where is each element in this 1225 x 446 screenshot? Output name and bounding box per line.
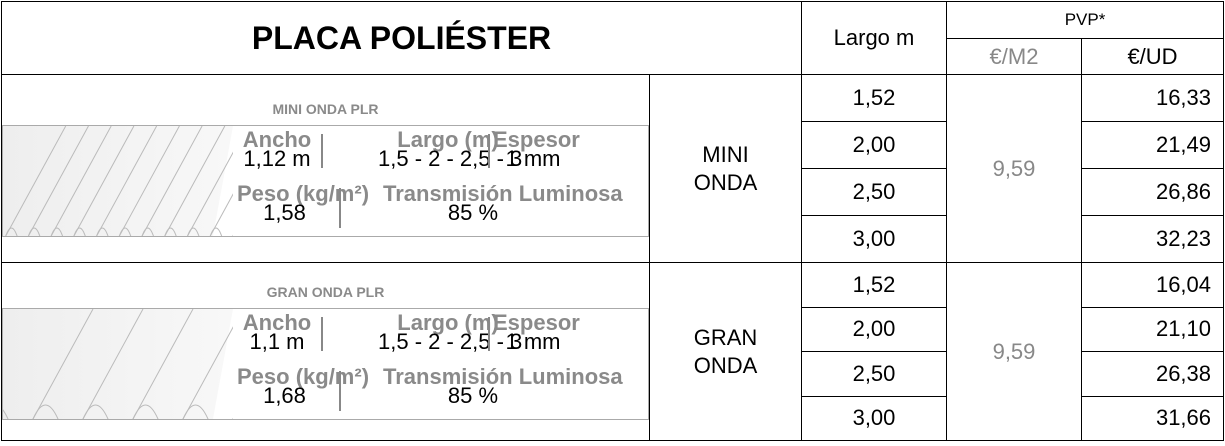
divider — [488, 133, 490, 168]
largo: 2,00 — [801, 121, 947, 169]
table-row: MINI ONDA PLR Ancho 1,12 m Largo (m) 1,5 - … — [1, 74, 1225, 263]
spec-label: Transmisión Luminosa — [383, 180, 623, 206]
ud-header: €/UD — [1080, 38, 1225, 75]
divider — [321, 316, 323, 351]
table-row: 3,00 32,23 — [2, 215, 1225, 263]
price-ud: 26,38 — [1080, 351, 1225, 397]
card-title: MINI ONDA PLR — [272, 100, 379, 117]
spec: Ancho 1,12 m — [237, 126, 317, 171]
spec-value: 1,5 - 2 - 2,5 - 3 — [378, 328, 523, 354]
price-m2: 9,59 — [946, 74, 1082, 263]
spec-value: 1,1 m — [249, 328, 305, 354]
product-image-cell: GRAN ONDA PLR Ancho 1,1 m Largo (m) 1,5 - 2… — [1, 262, 650, 441]
pvp-header: PVP* — [945, 1, 1225, 39]
card-title: GRAN ONDA PLR — [266, 283, 385, 300]
product-name-cell: GRAN ONDA — [649, 262, 802, 441]
m2-header: €/M2 — [946, 38, 1082, 75]
price-ud: 31,66 — [1080, 395, 1225, 441]
sheet-illustration — [3, 308, 233, 419]
product-name-cell: MINI ONDA — [649, 74, 802, 263]
largo: 3,00 — [801, 215, 947, 263]
largo: 2,50 — [801, 168, 947, 216]
spec: Peso (kg/m²) 1,58 — [237, 182, 369, 225]
sheet-illustration — [3, 125, 233, 236]
card-box: Ancho 1,1 m Largo (m) 1,5 - 2 - 2,5 - 3 Espe… — [2, 307, 649, 420]
product-name: GRAN ONDA — [693, 324, 758, 378]
price-ud: 21,49 — [1080, 121, 1225, 169]
spec-value: 1,58 — [263, 199, 306, 225]
spec: Largo (m) 1,5 - 2 - 2,5 - 3 — [378, 126, 522, 169]
table-row: 2,00 21,49 — [2, 121, 1225, 169]
spec-value: 1 mm — [505, 328, 561, 354]
spec-label: Ancho — [242, 309, 312, 335]
largo: 1,52 — [801, 262, 947, 308]
spec-value: 1,68 — [263, 382, 306, 408]
spec-value: 1,12 m — [243, 145, 311, 171]
spec-label: Largo (m) — [397, 126, 499, 152]
spec: Largo (m) 1,5 - 2 - 2,5 - 3 — [378, 309, 522, 352]
largo: 2,00 — [801, 306, 947, 352]
spec-label: Espesor — [493, 126, 580, 152]
spec-label: Ancho — [242, 126, 312, 152]
largo: 1,52 — [801, 74, 947, 122]
spec-value: 1,5 - 2 - 2,5 - 3 — [378, 145, 523, 171]
spec-label: Largo (m) — [397, 309, 499, 335]
spec-label: Peso (kg/m²) — [237, 180, 370, 206]
table-row: 2,50 26,86 — [2, 168, 1225, 216]
divider — [339, 370, 341, 411]
spec: Espesor 1 mm — [493, 128, 580, 171]
spec-value: 85 % — [447, 199, 499, 225]
spec: Transmisión Luminosa 85 % — [383, 365, 623, 408]
table-title: PLACA POLIÉSTER — [1, 1, 802, 75]
table-row: GRAN ONDA PLR Ancho 1,1 m Largo (m) 1,5 - 2… — [1, 262, 1225, 441]
divider — [321, 133, 323, 168]
card-box: Ancho 1,12 m Largo (m) 1,5 - 2 - 2,5 - 3 Esp… — [2, 124, 649, 237]
table-body: MINI ONDA PLR Ancho 1,12 m Largo (m) 1,5 - … — [1, 74, 1225, 441]
largo: 2,50 — [801, 351, 947, 397]
spec: Ancho 1,1 m — [237, 309, 317, 354]
price-ud: 16,33 — [1080, 74, 1225, 122]
product-name: MINI ONDA — [693, 141, 758, 195]
spec: Transmisión Luminosa 85 % — [383, 182, 623, 225]
product-image-cell: MINI ONDA PLR Ancho 1,12 m Largo (m) 1,5 - … — [1, 74, 650, 263]
spec-value: 85 % — [447, 382, 499, 408]
spec: Peso (kg/m²) 1,68 — [237, 365, 369, 408]
price-ud: 16,04 — [1080, 262, 1225, 308]
table-row: 2,00 21,10 — [2, 306, 1225, 352]
spec: Espesor 1 mm — [493, 311, 580, 354]
price-ud: 32,23 — [1080, 215, 1225, 263]
table-row: 2,50 26,38 — [2, 351, 1225, 397]
price-ud: 21,10 — [1080, 306, 1225, 352]
largo-header: Largo m — [801, 1, 947, 75]
spec-label: Transmisión Luminosa — [383, 363, 623, 389]
spec-label: Peso (kg/m²) — [237, 363, 370, 389]
product-card: GRAN ONDA PLR Ancho 1,1 m Largo (m) 1,5 - 2… — [2, 284, 649, 420]
price-m2: 9,59 — [946, 262, 1082, 441]
price-ud: 26,86 — [1080, 168, 1225, 216]
largo: 3,00 — [801, 395, 947, 441]
product-card: MINI ONDA PLR Ancho 1,12 m Largo (m) 1,5 - … — [2, 101, 649, 237]
spec-label: Espesor — [493, 309, 580, 335]
table-row: 3,00 31,66 — [2, 395, 1225, 441]
divider — [339, 187, 341, 228]
divider — [488, 316, 490, 351]
spec-value: 1 mm — [505, 145, 561, 171]
